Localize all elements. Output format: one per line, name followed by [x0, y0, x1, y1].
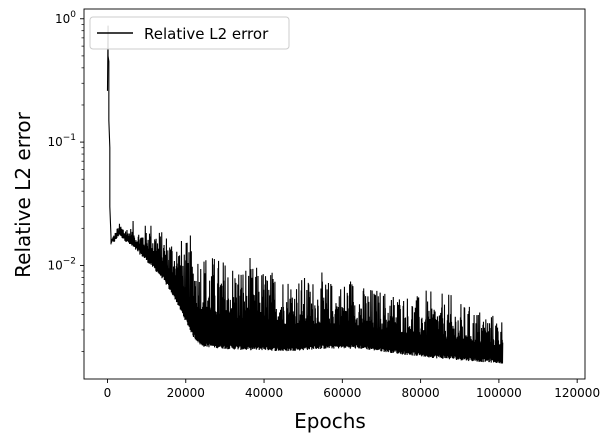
x-tick-label: 40000 — [245, 386, 283, 400]
legend-box — [89, 16, 290, 50]
series-line-0 — [106, 25, 504, 364]
tick-marks — [80, 18, 578, 383]
plot-area — [106, 25, 504, 364]
plot-frame — [83, 8, 586, 380]
legend: Relative L2 error — [89, 16, 290, 50]
x-tick-label: 0 — [104, 386, 112, 400]
x-tick-label: 20000 — [167, 386, 205, 400]
legend-label: Relative L2 error — [144, 25, 269, 43]
tick-labels: 0 20000 40000 60000 80000 100000 120000 10−2 10−… — [47, 10, 600, 400]
axes-frame — [83, 8, 586, 380]
y-tick-label: 100 — [55, 10, 76, 26]
x-tick-label: 120000 — [554, 386, 600, 400]
y-tick-label: 10−2 — [47, 256, 76, 272]
x-tick-label: 100000 — [476, 386, 522, 400]
x-tick-label: 60000 — [323, 386, 361, 400]
y-axis-label: Relative L2 error — [11, 111, 35, 277]
y-tick-label: 10−1 — [47, 133, 76, 149]
x-tick-label: 80000 — [402, 386, 440, 400]
x-axis-label: Epochs — [294, 409, 366, 433]
